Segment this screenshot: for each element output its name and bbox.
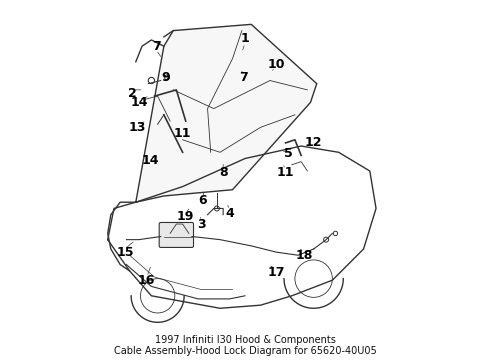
Text: 19: 19 [177, 210, 195, 223]
Text: 14: 14 [141, 154, 159, 167]
Text: 18: 18 [295, 249, 313, 262]
Text: 9: 9 [161, 71, 170, 84]
Text: 13: 13 [129, 121, 146, 134]
Text: 16: 16 [138, 274, 155, 287]
Text: 1: 1 [241, 32, 249, 45]
Text: 8: 8 [219, 166, 227, 179]
Text: 3: 3 [197, 217, 206, 230]
Text: 4: 4 [225, 207, 234, 220]
Text: 15: 15 [116, 246, 134, 258]
Text: 1997 Infiniti I30 Hood & Components
Cable Assembly-Hood Lock Diagram for 65620-4: 1997 Infiniti I30 Hood & Components Cabl… [114, 335, 376, 356]
Text: 2: 2 [128, 86, 137, 99]
Text: 7: 7 [152, 40, 160, 53]
Text: 5: 5 [284, 147, 293, 160]
Text: 14: 14 [130, 96, 147, 109]
Text: 10: 10 [268, 58, 285, 71]
FancyBboxPatch shape [159, 222, 194, 247]
Text: 7: 7 [239, 71, 248, 84]
Text: 17: 17 [268, 266, 285, 279]
Text: 11: 11 [174, 127, 192, 140]
Text: 12: 12 [305, 136, 322, 149]
Text: 6: 6 [198, 194, 207, 207]
Polygon shape [136, 24, 317, 202]
Text: 11: 11 [277, 166, 294, 179]
